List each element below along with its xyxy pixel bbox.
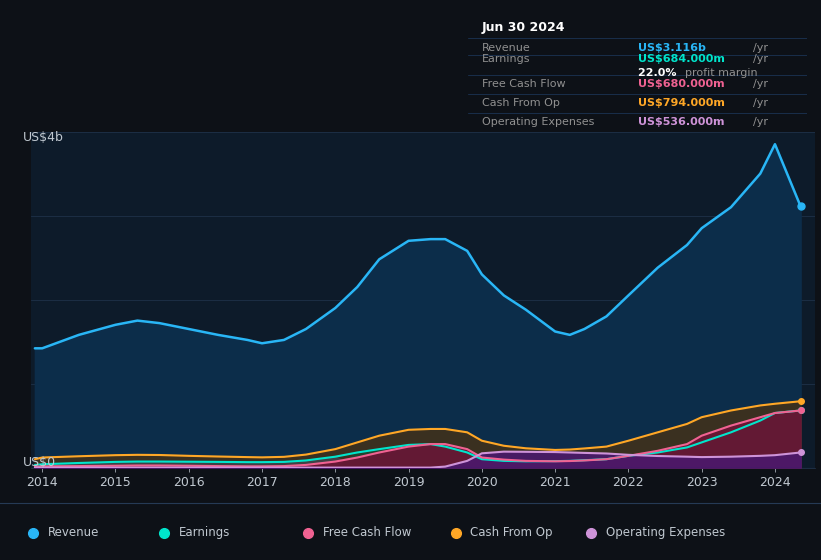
Text: US$3.116b: US$3.116b <box>637 43 709 53</box>
Text: 22.0%: 22.0% <box>637 68 680 78</box>
Text: /yr: /yr <box>753 97 768 108</box>
Text: /yr: /yr <box>753 80 768 89</box>
Text: US$0: US$0 <box>23 455 56 469</box>
Text: US$684.000m: US$684.000m <box>637 54 728 64</box>
Text: Revenue: Revenue <box>48 526 99 539</box>
Text: Free Cash Flow: Free Cash Flow <box>323 526 411 539</box>
Text: US$680.000m: US$680.000m <box>637 80 728 89</box>
Text: Cash From Op: Cash From Op <box>482 97 559 108</box>
Text: Free Cash Flow: Free Cash Flow <box>482 80 565 89</box>
Text: US$536.000m: US$536.000m <box>637 118 728 127</box>
Text: Operating Expenses: Operating Expenses <box>482 118 594 127</box>
Text: Operating Expenses: Operating Expenses <box>606 526 725 539</box>
Text: Earnings: Earnings <box>179 526 231 539</box>
Text: Cash From Op: Cash From Op <box>470 526 553 539</box>
Text: Revenue: Revenue <box>482 43 530 53</box>
Text: /yr: /yr <box>753 43 768 53</box>
Text: /yr: /yr <box>753 118 768 127</box>
Text: US$4b: US$4b <box>23 130 64 144</box>
Text: US$794.000m: US$794.000m <box>637 97 728 108</box>
Text: Earnings: Earnings <box>482 54 530 64</box>
Text: Jun 30 2024: Jun 30 2024 <box>482 21 565 34</box>
Text: /yr: /yr <box>753 54 768 64</box>
Text: profit margin: profit margin <box>685 68 758 78</box>
